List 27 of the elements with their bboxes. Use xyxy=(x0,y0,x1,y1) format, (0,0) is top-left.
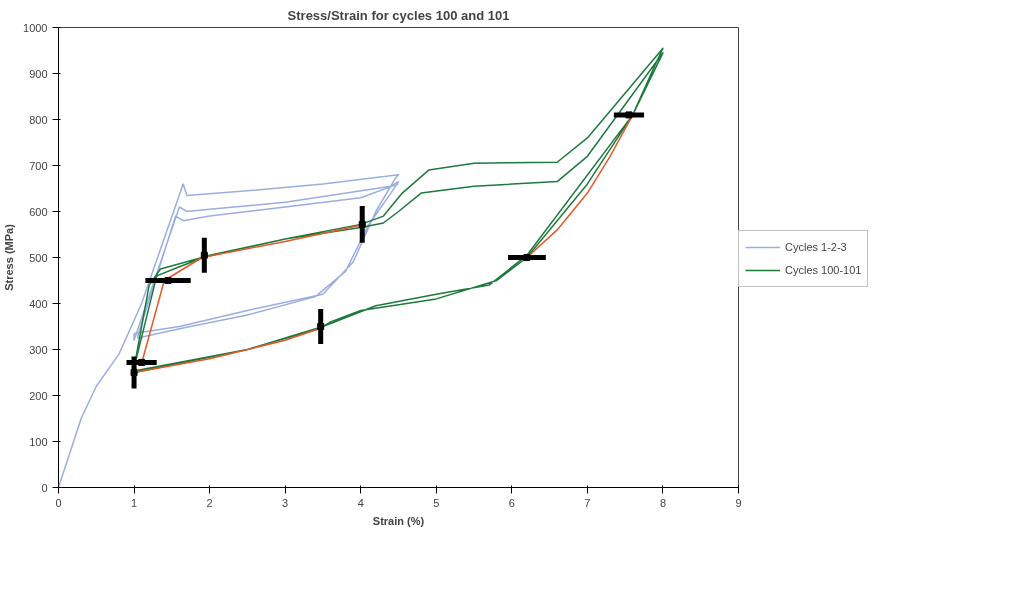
y-tick-label: 0 xyxy=(41,481,48,494)
x-tick-label: 0 xyxy=(55,496,62,509)
y-tick-label: 900 xyxy=(29,67,48,80)
y-tick-label: 1000 xyxy=(23,21,48,34)
legend-label: Cycles 100-101 xyxy=(785,264,862,276)
x-tick-label: 3 xyxy=(282,496,289,509)
y-tick-label: 800 xyxy=(29,113,48,126)
legend-label: Cycles 1-2-3 xyxy=(785,241,847,253)
x-tick-label: 7 xyxy=(584,496,591,509)
x-tick-label: 6 xyxy=(508,496,515,509)
x-tick-label: 4 xyxy=(357,496,364,509)
line-series xyxy=(58,173,400,488)
y-tick-label: 700 xyxy=(29,159,48,172)
x-tick-label: 9 xyxy=(735,496,742,509)
y-tick-label: 300 xyxy=(29,343,48,356)
x-tick-label: 2 xyxy=(206,496,213,509)
y-tick-label: 600 xyxy=(29,205,48,218)
y-tick-label: 500 xyxy=(29,251,48,264)
x-tick-label: 1 xyxy=(131,496,138,509)
x-tick-label: 8 xyxy=(659,496,667,509)
x-tick-label: 5 xyxy=(433,496,440,509)
x-axis-title: Strain (%) xyxy=(372,514,425,527)
y-tick-label: 100 xyxy=(29,435,48,448)
y-axis-title: Stress (MPa) xyxy=(3,223,16,291)
y-tick-label: 400 xyxy=(29,297,48,310)
chart-title: Stress/Strain for cycles 100 and 101 xyxy=(287,7,510,23)
y-tick-label: 200 xyxy=(29,389,48,402)
